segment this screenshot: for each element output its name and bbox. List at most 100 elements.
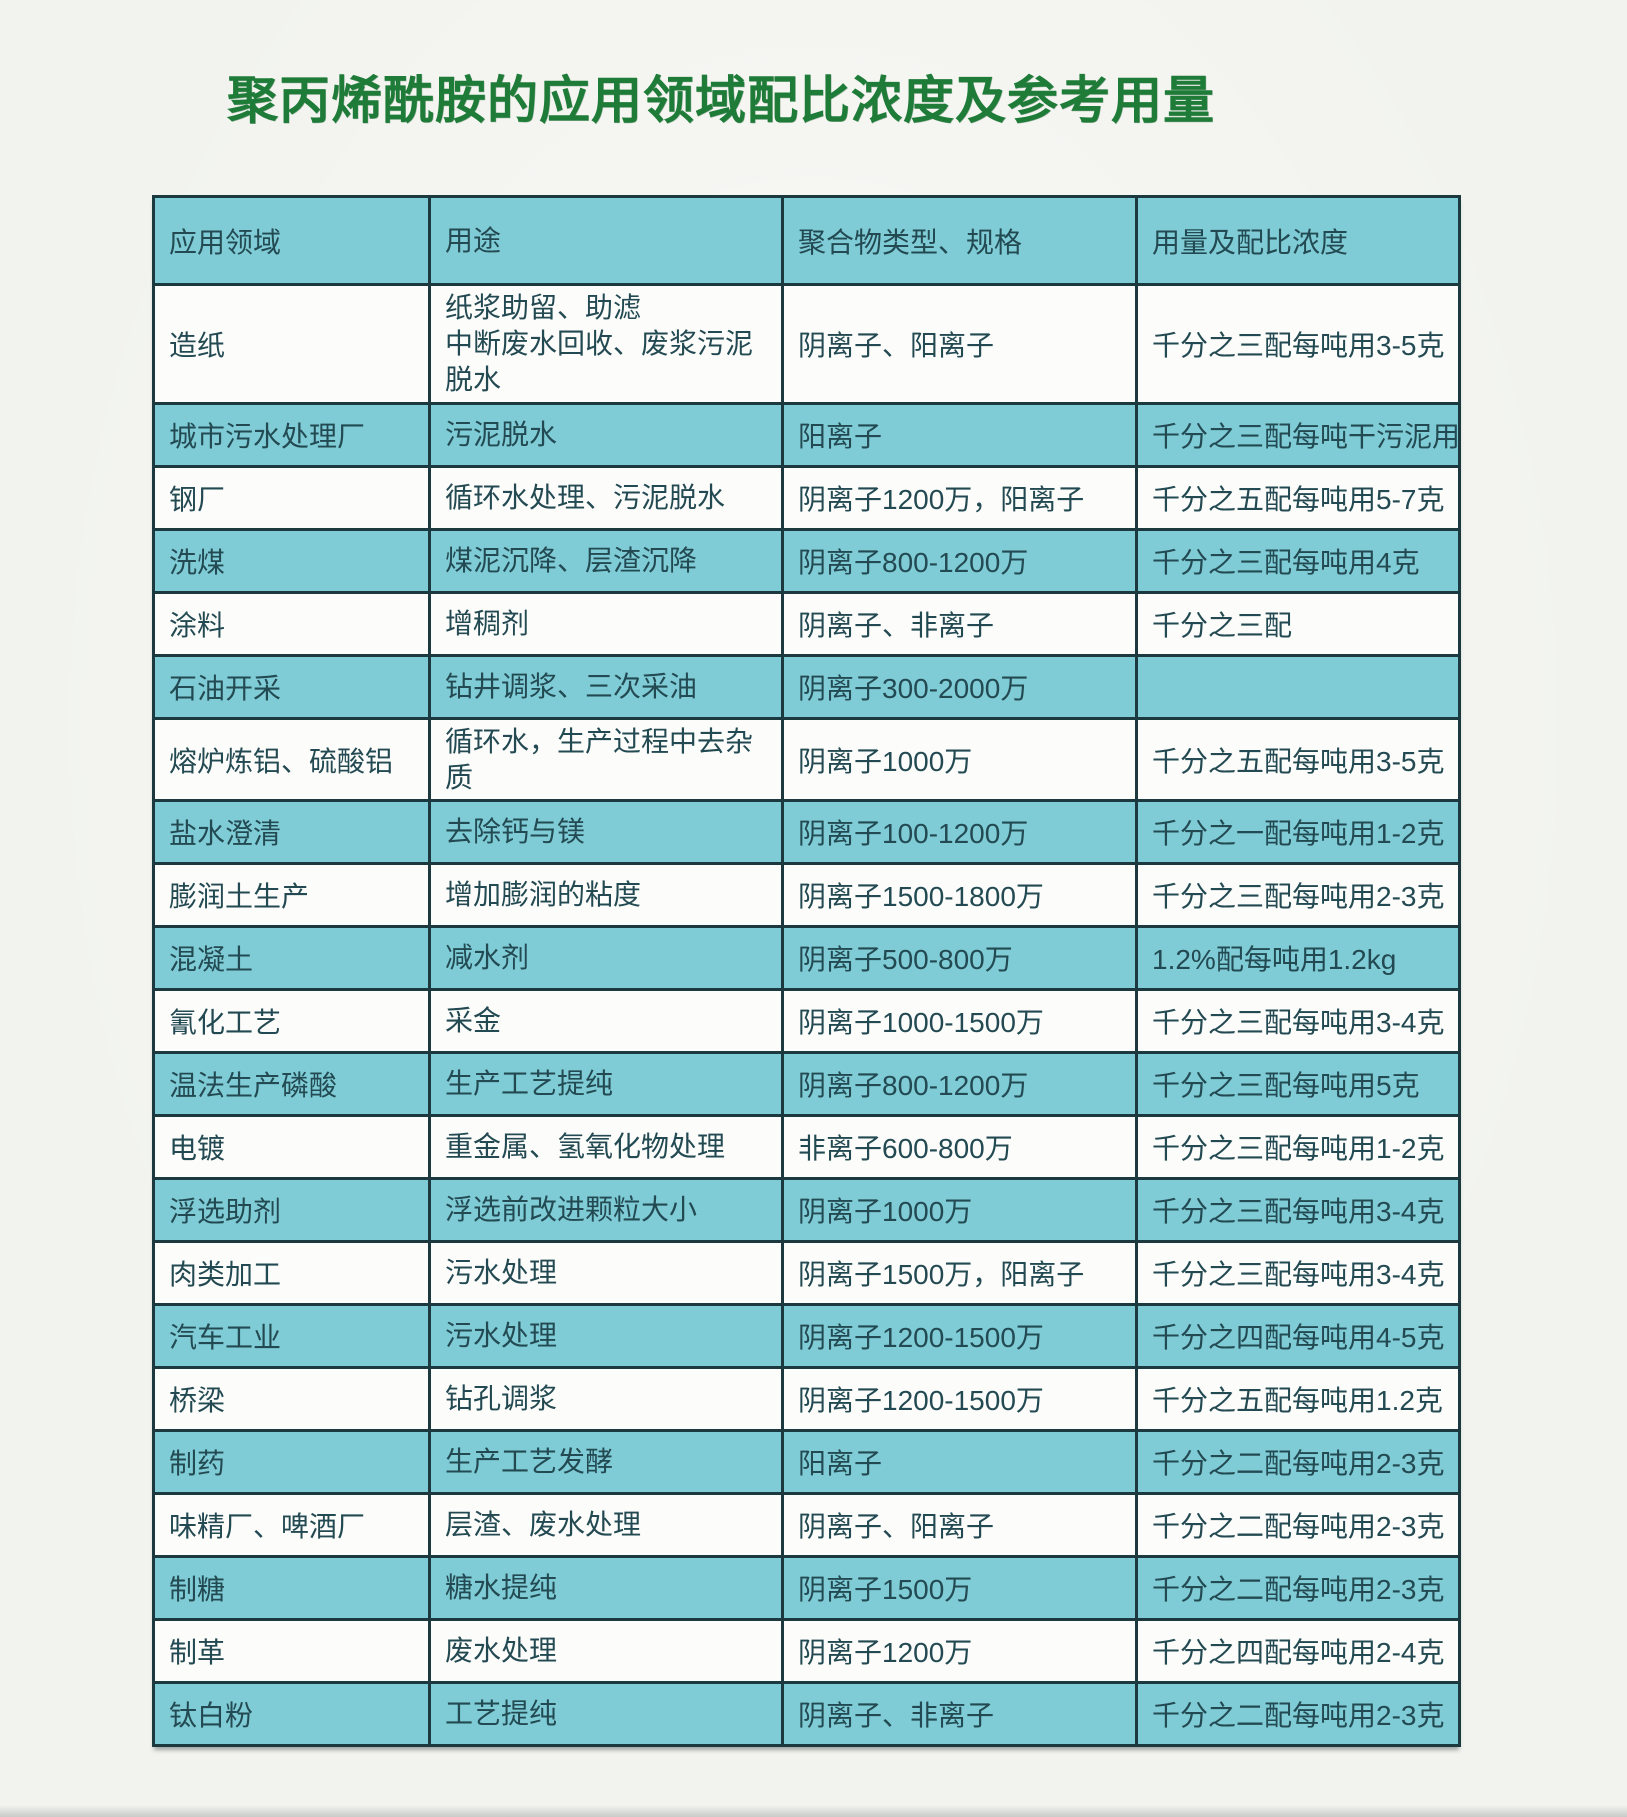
dosage-cell: 千分之四配每吨用4-5克	[1135, 1303, 1461, 1370]
application-field-cell: 氰化工艺	[152, 988, 431, 1055]
application-field-cell: 汽车工业	[152, 1303, 431, 1370]
table-row: 氰化工艺 采金 阴离子1000-1500万 千分之三配每吨用3-4克	[152, 988, 1461, 1055]
use-cell: 重金属、氢氧化物处理	[428, 1114, 784, 1181]
polymer-type-cell: 阴离子、阳离子	[781, 283, 1138, 405]
polymer-type-cell: 阴离子、阳离子	[781, 1492, 1138, 1559]
application-table: 应用领域 用途 聚合物类型、规格 用量及配比浓度 造纸 纸浆助留、助滤 中断废水…	[152, 195, 1461, 1748]
table-row: 熔炉炼铝、硫酸铝 循环水，生产过程中去杂质 阴离子1000万 千分之五配每吨用3…	[152, 716, 1461, 803]
dosage-cell: 千分之一配每吨用1-2克	[1135, 799, 1461, 866]
dosage-cell	[1135, 653, 1461, 720]
use-cell: 去除钙与镁	[428, 799, 784, 866]
polymer-type-cell: 阴离子、非离子	[781, 1681, 1138, 1748]
dosage-cell: 千分之三配每吨用3-4克	[1135, 988, 1461, 1055]
table-row: 制革 废水处理 阴离子1200万 千分之四配每吨用2-4克	[152, 1618, 1461, 1685]
polymer-type-cell: 阴离子1200万	[781, 1618, 1138, 1685]
table-row: 钢厂 循环水处理、污泥脱水 阴离子1200万，阳离子 千分之五配每吨用5-7克	[152, 464, 1461, 531]
dosage-cell: 千分之三配每吨用1-2克	[1135, 1114, 1461, 1181]
column-header-polymer-type: 聚合物类型、规格	[781, 195, 1138, 287]
use-cell: 增加膨润的粘度	[428, 862, 784, 929]
polymer-type-cell: 阴离子500-800万	[781, 925, 1138, 992]
polymer-type-cell: 阴离子300-2000万	[781, 653, 1138, 720]
polymer-type-cell: 阴离子800-1200万	[781, 527, 1138, 594]
dosage-cell: 千分之三配每吨用4克	[1135, 527, 1461, 594]
dosage-cell: 千分之二配每吨用2-3克	[1135, 1681, 1461, 1748]
use-cell: 污水处理	[428, 1303, 784, 1370]
dosage-cell: 千分之五配每吨用1.2克	[1135, 1366, 1461, 1433]
use-cell: 减水剂	[428, 925, 784, 992]
dosage-cell: 千分之三配	[1135, 590, 1461, 657]
use-cell: 增稠剂	[428, 590, 784, 657]
use-cell: 采金	[428, 988, 784, 1055]
use-cell: 生产工艺发酵	[428, 1429, 784, 1496]
use-cell: 浮选前改进颗粒大小	[428, 1177, 784, 1244]
dosage-cell: 千分之三配每吨用3-4克	[1135, 1240, 1461, 1307]
application-field-cell: 洗煤	[152, 527, 431, 594]
application-field-cell: 造纸	[152, 283, 431, 405]
dosage-cell: 千分之三配每吨用2-3克	[1135, 862, 1461, 929]
dosage-cell: 1.2%配每吨用1.2kg	[1135, 925, 1461, 992]
polymer-type-cell: 阴离子1500万，阳离子	[781, 1240, 1138, 1307]
application-field-cell: 熔炉炼铝、硫酸铝	[152, 716, 431, 803]
use-cell: 废水处理	[428, 1618, 784, 1685]
column-header-use: 用途	[428, 195, 784, 287]
table-row: 味精厂、啤酒厂 层渣、废水处理 阴离子、阳离子 千分之二配每吨用2-3克	[152, 1492, 1461, 1559]
table-row: 肉类加工 污水处理 阴离子1500万，阳离子 千分之三配每吨用3-4克	[152, 1240, 1461, 1307]
table-row: 盐水澄清 去除钙与镁 阴离子100-1200万 千分之一配每吨用1-2克	[152, 799, 1461, 866]
column-header-application-field: 应用领域	[152, 195, 431, 287]
application-field-cell: 混凝土	[152, 925, 431, 992]
dosage-cell: 千分之三配每吨干污泥用4kg	[1135, 401, 1461, 468]
application-field-cell: 浮选助剂	[152, 1177, 431, 1244]
polymer-type-cell: 阴离子1500-1800万	[781, 862, 1138, 929]
use-cell: 钻孔调浆	[428, 1366, 784, 1433]
use-cell: 纸浆助留、助滤 中断废水回收、废浆污泥脱水	[428, 283, 784, 405]
column-header-dosage: 用量及配比浓度	[1135, 195, 1461, 287]
table-row: 制糖 糖水提纯 阴离子1500万 千分之二配每吨用2-3克	[152, 1555, 1461, 1622]
application-field-cell: 味精厂、啤酒厂	[152, 1492, 431, 1559]
application-field-cell: 钢厂	[152, 464, 431, 531]
application-field-cell: 肉类加工	[152, 1240, 431, 1307]
use-cell: 污泥脱水	[428, 401, 784, 468]
polymer-type-cell: 阴离子1000-1500万	[781, 988, 1138, 1055]
dosage-cell: 千分之三配每吨用5克	[1135, 1051, 1461, 1118]
page-title: 聚丙烯酰胺的应用领域配比浓度及参考用量	[226, 72, 1215, 129]
dosage-cell: 千分之三配每吨用3-5克	[1135, 283, 1461, 405]
polymer-type-cell: 阴离子1500万	[781, 1555, 1138, 1622]
table-header: 应用领域 用途 聚合物类型、规格 用量及配比浓度	[152, 195, 1461, 287]
polymer-type-cell: 阳离子	[781, 1429, 1138, 1496]
table-row: 制药 生产工艺发酵 阳离子 千分之二配每吨用2-3克	[152, 1429, 1461, 1496]
polymer-type-cell: 阴离子1200-1500万	[781, 1366, 1138, 1433]
application-field-cell: 桥梁	[152, 1366, 431, 1433]
use-cell: 污水处理	[428, 1240, 784, 1307]
application-field-cell: 石油开采	[152, 653, 431, 720]
application-field-cell: 制药	[152, 1429, 431, 1496]
polymer-type-cell: 阴离子1000万	[781, 1177, 1138, 1244]
dosage-cell: 千分之二配每吨用2-3克	[1135, 1492, 1461, 1559]
polymer-type-cell: 阴离子800-1200万	[781, 1051, 1138, 1118]
table-row: 电镀 重金属、氢氧化物处理 非离子600-800万 千分之三配每吨用1-2克	[152, 1114, 1461, 1181]
table-row: 温法生产磷酸 生产工艺提纯 阴离子800-1200万 千分之三配每吨用5克	[152, 1051, 1461, 1118]
table-row: 石油开采 钻井调浆、三次采油 阴离子300-2000万	[152, 653, 1461, 720]
application-field-cell: 电镀	[152, 1114, 431, 1181]
dosage-cell: 千分之五配每吨用3-5克	[1135, 716, 1461, 803]
application-field-cell: 温法生产磷酸	[152, 1051, 431, 1118]
use-cell: 糖水提纯	[428, 1555, 784, 1622]
table-row: 膨润土生产 增加膨润的粘度 阴离子1500-1800万 千分之三配每吨用2-3克	[152, 862, 1461, 929]
use-cell: 生产工艺提纯	[428, 1051, 784, 1118]
application-field-cell: 膨润土生产	[152, 862, 431, 929]
use-cell: 循环水，生产过程中去杂质	[428, 716, 784, 803]
table-row: 洗煤 煤泥沉降、层渣沉降 阴离子800-1200万 千分之三配每吨用4克	[152, 527, 1461, 594]
polymer-type-cell: 阴离子1000万	[781, 716, 1138, 803]
scan-bottom-edge	[0, 1805, 1627, 1817]
table-row: 造纸 纸浆助留、助滤 中断废水回收、废浆污泥脱水 阴离子、阳离子 千分之三配每吨…	[152, 283, 1461, 405]
dosage-cell: 千分之二配每吨用2-3克	[1135, 1429, 1461, 1496]
polymer-type-cell: 阴离子100-1200万	[781, 799, 1138, 866]
dosage-cell: 千分之五配每吨用5-7克	[1135, 464, 1461, 531]
use-cell: 煤泥沉降、层渣沉降	[428, 527, 784, 594]
dosage-cell: 千分之四配每吨用2-4克	[1135, 1618, 1461, 1685]
application-field-cell: 盐水澄清	[152, 799, 431, 866]
table-row: 城市污水处理厂 污泥脱水 阳离子 千分之三配每吨干污泥用4kg	[152, 401, 1461, 468]
table-row: 钛白粉 工艺提纯 阴离子、非离子 千分之二配每吨用2-3克	[152, 1681, 1461, 1748]
table-row: 浮选助剂 浮选前改进颗粒大小 阴离子1000万 千分之三配每吨用3-4克	[152, 1177, 1461, 1244]
polymer-type-cell: 非离子600-800万	[781, 1114, 1138, 1181]
application-field-cell: 钛白粉	[152, 1681, 431, 1748]
